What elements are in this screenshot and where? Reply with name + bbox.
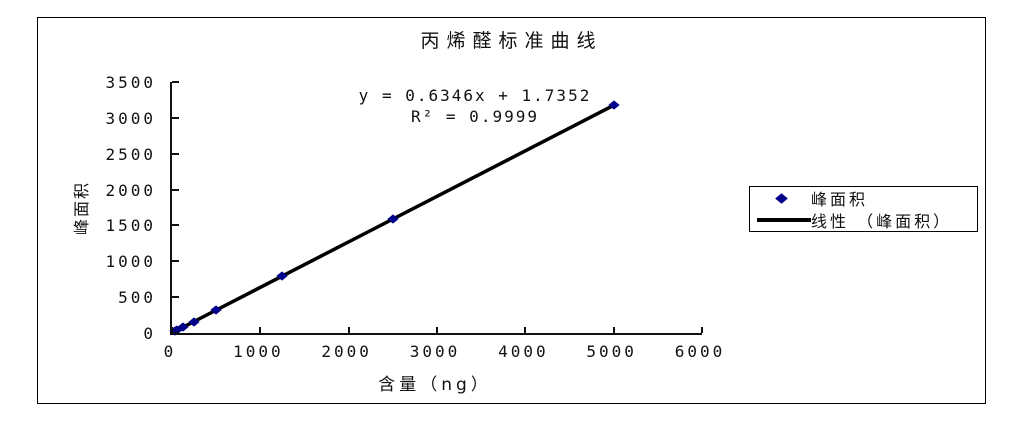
legend-item-trendline: 线性 （峰面积） — [750, 210, 977, 231]
y-tick-label: 3000 — [105, 108, 156, 128]
legend-series-label: 峰面积 — [811, 190, 869, 209]
legend-marker-cell — [750, 218, 811, 222]
equation-text: y = 0.6346x + 1.7352 — [358, 86, 592, 105]
y-tick-label: 3500 — [105, 73, 156, 92]
x-tick — [171, 327, 173, 333]
x-tick — [259, 327, 262, 333]
y-tick — [172, 81, 179, 83]
x-tick — [701, 327, 703, 333]
x-tick — [524, 327, 527, 333]
y-tick-label: 1500 — [105, 216, 156, 236]
y-tick — [172, 260, 179, 263]
line-marker-icon — [757, 218, 811, 222]
x-tick — [347, 327, 350, 333]
y-tick — [172, 116, 179, 119]
x-tick-label: 0 — [163, 342, 177, 361]
diamond-marker-icon — [775, 192, 788, 204]
legend-trendline-label: 线性 （峰面积） — [811, 212, 953, 231]
y-tick — [172, 224, 179, 227]
y-tick-label: 0 — [143, 324, 156, 343]
legend-item-series: 峰面积 — [750, 188, 977, 209]
x-tick-label: 2000 — [321, 342, 372, 361]
r-squared-text: R² = 0.9999 — [411, 107, 539, 126]
trendline — [170, 103, 616, 335]
y-tick-label: 2000 — [105, 180, 156, 200]
x-tick-label: 1000 — [233, 342, 284, 361]
y-axis-title: 峰面积 — [72, 181, 91, 236]
x-tick-label: 5000 — [586, 342, 637, 361]
chart-title: 丙烯醛标准曲线 — [420, 30, 603, 52]
y-tick — [172, 188, 179, 191]
y-tick-label: 1000 — [105, 252, 156, 272]
x-tick-label: 6000 — [674, 342, 726, 361]
x-tick-label: 3000 — [409, 342, 461, 361]
y-tick — [172, 152, 179, 155]
legend-marker-cell — [750, 192, 811, 204]
y-tick — [172, 332, 179, 334]
trendline-equation: y = 0.6346x + 1.7352 R² = 0.9999 — [340, 85, 610, 127]
x-tick-label: 4000 — [498, 342, 549, 361]
plot-area — [168, 81, 703, 337]
y-tick — [172, 296, 179, 299]
x-tick — [612, 327, 615, 333]
legend: 峰面积 线性 （峰面积） — [749, 186, 978, 232]
y-tick-label: 500 — [118, 288, 156, 308]
x-tick — [436, 327, 438, 333]
x-axis-title: 含量（ng） — [378, 375, 492, 395]
y-tick-label: 2500 — [105, 144, 156, 164]
